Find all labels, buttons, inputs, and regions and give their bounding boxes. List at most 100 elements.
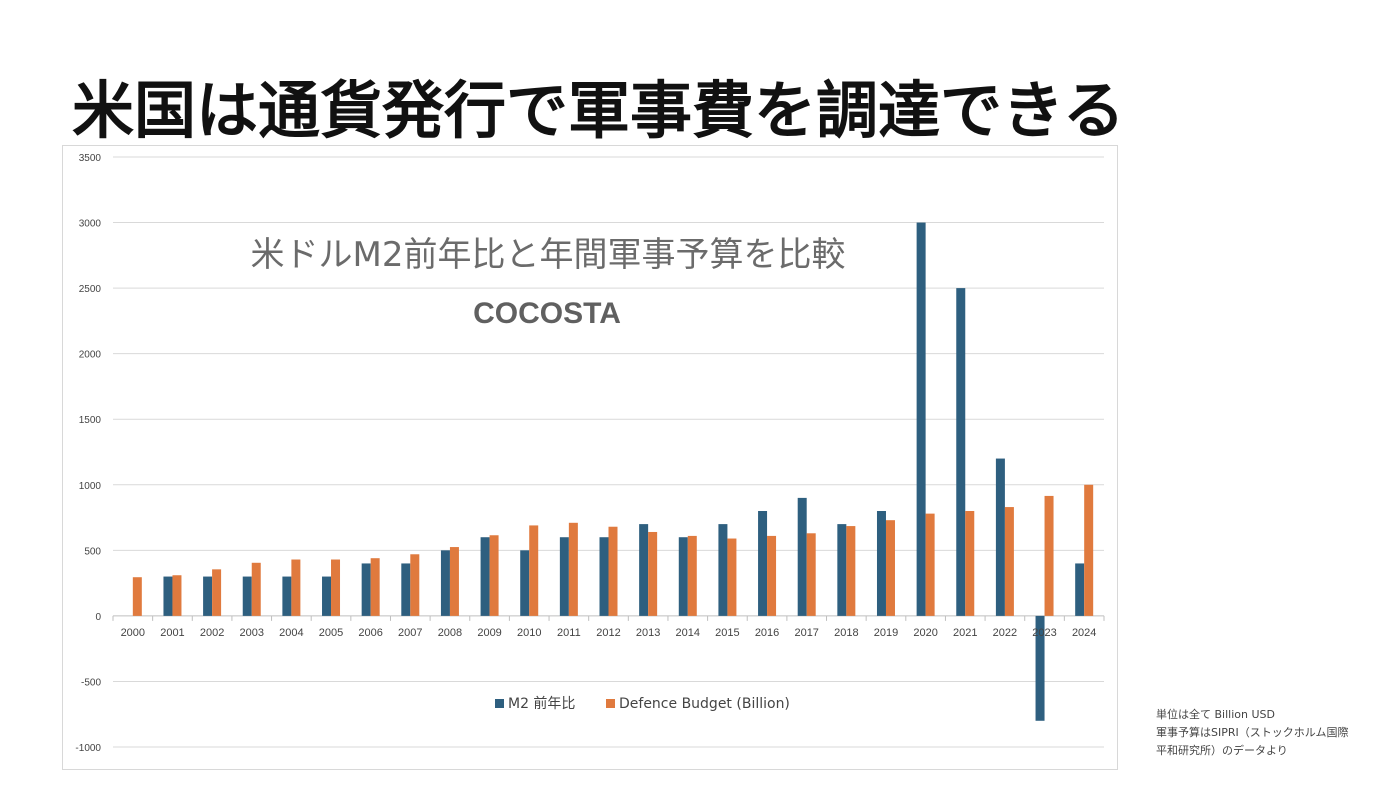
bar-group [132, 222, 1094, 721]
x-tick-label: 2011 [557, 627, 581, 639]
y-tick-label: 3500 [79, 153, 102, 164]
x-tick-label: 2016 [755, 627, 779, 639]
bar-m2 [718, 524, 728, 616]
y-tick-label: 1500 [79, 415, 102, 426]
x-tick-label: 2015 [715, 627, 739, 639]
x-tick-label: 2018 [834, 627, 858, 639]
bar-m2 [361, 563, 371, 616]
bar-defence [965, 511, 975, 616]
bar-defence [410, 554, 420, 616]
bar-m2 [520, 550, 530, 616]
x-tick-label: 2012 [596, 627, 620, 639]
bar-m2 [559, 537, 569, 616]
legend-swatch-m2 [495, 699, 504, 708]
bar-m2 [797, 497, 807, 616]
bar-m2 [995, 458, 1005, 616]
chart-svg: 3500 3000 2500 2000 1500 1000 500 0 -500 -1000 20… [75, 153, 1105, 754]
legend-swatch-defence [606, 699, 615, 708]
bar-m2 [322, 576, 332, 616]
x-tick-label: 2010 [517, 627, 541, 639]
bar-defence [727, 538, 737, 616]
bar-defence [767, 535, 777, 616]
bar-defence [132, 577, 142, 616]
bar-defence [1084, 484, 1094, 616]
bar-defence [370, 558, 380, 616]
legend-label-m2: M2 前年比 [508, 695, 575, 712]
slide-title: 米国は通貨発行で軍事費を調達できる [72, 74, 1125, 147]
bar-defence [449, 547, 459, 616]
bar-m2 [282, 576, 292, 616]
bar-defence [212, 569, 222, 616]
x-tick-label: 2021 [953, 627, 977, 639]
x-tick-label: 2002 [200, 627, 224, 639]
bar-m2 [678, 537, 688, 616]
x-tick-label: 2024 [1072, 627, 1096, 639]
legend: M2 前年比 Defence Budget (Billion) [495, 695, 790, 712]
bar-m2 [203, 576, 213, 616]
chart-frame: 3500 3000 2500 2000 1500 1000 500 0 -500 -1000 20… [62, 145, 1118, 770]
x-tick-label: 2022 [993, 627, 1017, 639]
bar-defence [885, 520, 895, 616]
x-tick-label: 2019 [874, 627, 898, 639]
x-tick-label: 2023 [1032, 627, 1056, 639]
bar-m2 [401, 563, 411, 616]
y-tick-label: -500 [81, 677, 101, 688]
bar-defence [846, 526, 856, 616]
bar-m2 [837, 524, 847, 616]
bar-m2 [916, 222, 926, 616]
x-tick-label: 2009 [477, 627, 501, 639]
bar-m2 [956, 288, 966, 616]
bar-defence [687, 535, 697, 616]
x-tick-label: 2005 [319, 627, 343, 639]
y-tick-label: 3000 [79, 219, 102, 230]
bar-m2 [599, 537, 609, 616]
chart-title: 米ドルM2前年比と年間軍事予算を比較 [251, 235, 846, 275]
x-tick-label: 2013 [636, 627, 660, 639]
x-tick-label: 2003 [239, 627, 263, 639]
x-tick-label: 2014 [676, 627, 700, 639]
bar-m2 [758, 511, 768, 616]
x-tick-label: 2000 [121, 627, 145, 639]
y-tick-label: -1000 [75, 743, 101, 754]
ytick-group: 3500 3000 2500 2000 1500 1000 500 0 -500 -1000 [75, 153, 101, 754]
footnote-line: 平和研究所）のデータより [1156, 744, 1288, 757]
bar-defence [489, 535, 499, 616]
bar-defence [806, 533, 816, 616]
y-tick-label: 2000 [79, 350, 102, 361]
bar-defence [608, 526, 618, 616]
xtick-group: 2000 2001 2002 2003 2004 2005 2006 2007 2008 2009… [112, 615, 1105, 639]
x-tick-label: 2001 [160, 627, 184, 639]
footnote-line: 軍事予算はSIPRI（ストックホルム国際 [1156, 726, 1349, 739]
x-tick-label: 2017 [794, 627, 818, 639]
footnote-line: 単位は全て Billion USD [1156, 708, 1275, 721]
bar-defence [172, 575, 182, 616]
bar-defence [529, 525, 539, 616]
bar-defence [1004, 507, 1014, 616]
x-tick-label: 2007 [398, 627, 422, 639]
x-tick-label: 2004 [279, 627, 303, 639]
bar-defence [1044, 495, 1054, 616]
bar-m2 [876, 511, 886, 616]
bar-m2 [1035, 615, 1045, 721]
bar-m2 [1075, 563, 1085, 616]
bar-defence [291, 559, 301, 616]
legend-label-defence: Defence Budget (Billion) [619, 696, 790, 712]
footnote: 単位は全て Billion USD 軍事予算はSIPRI（ストックホルム国際 平… [1156, 706, 1392, 760]
bar-m2 [639, 524, 649, 616]
x-tick-label: 2008 [438, 627, 462, 639]
chart-subtitle: COCOSTA [473, 297, 621, 330]
bar-defence [251, 562, 261, 616]
bar-defence [331, 559, 341, 616]
y-tick-label: 1000 [79, 481, 102, 492]
bar-m2 [242, 576, 252, 616]
grid-group [113, 156, 1104, 748]
bar-m2 [480, 537, 490, 616]
bar-m2 [163, 576, 173, 616]
y-tick-label: 2500 [79, 284, 102, 295]
y-tick-label: 500 [84, 546, 101, 557]
x-tick-label: 2020 [913, 627, 937, 639]
bar-m2 [440, 550, 450, 616]
bar-defence [925, 513, 935, 616]
bar-defence [568, 522, 578, 616]
x-tick-label: 2006 [358, 627, 382, 639]
